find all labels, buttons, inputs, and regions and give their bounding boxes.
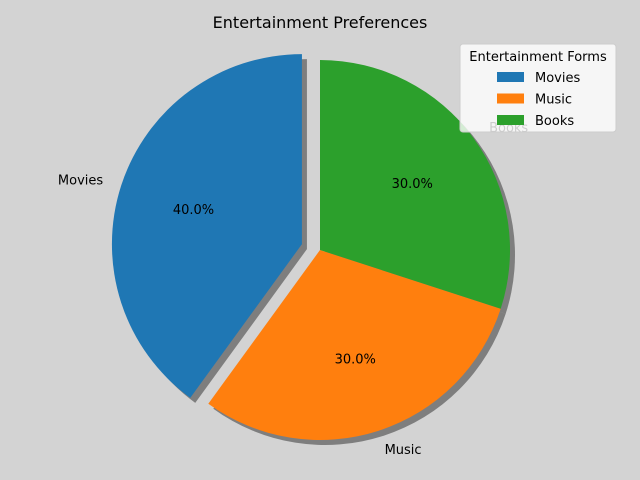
slice-percent-music: 30.0% xyxy=(335,352,376,367)
pie-slice-books xyxy=(320,60,510,309)
pie-slices xyxy=(111,54,510,441)
legend: Entertainment Forms Movies Music Books xyxy=(459,43,617,133)
legend-label-music: Music xyxy=(535,93,572,108)
legend-frame xyxy=(459,43,617,133)
legend-label-movies: Movies xyxy=(535,71,580,86)
pie-slice-movies xyxy=(111,54,302,398)
slice-percent-books: 30.0% xyxy=(392,177,433,192)
slice-label-music: Music xyxy=(385,443,422,458)
legend-swatch-music xyxy=(497,93,524,104)
slice-label-movies: Movies xyxy=(58,174,103,189)
legend-swatch-books xyxy=(497,115,524,125)
chart-title: Entertainment Preferences xyxy=(213,13,428,32)
pie-slice-music xyxy=(208,250,501,441)
slice-percent-movies: 40.0% xyxy=(173,203,214,218)
legend-label-books: Books xyxy=(535,114,574,129)
legend-entries: Movies Music Books xyxy=(497,71,580,129)
legend-title: Entertainment Forms xyxy=(469,50,607,65)
legend-swatch-movies xyxy=(497,72,524,82)
